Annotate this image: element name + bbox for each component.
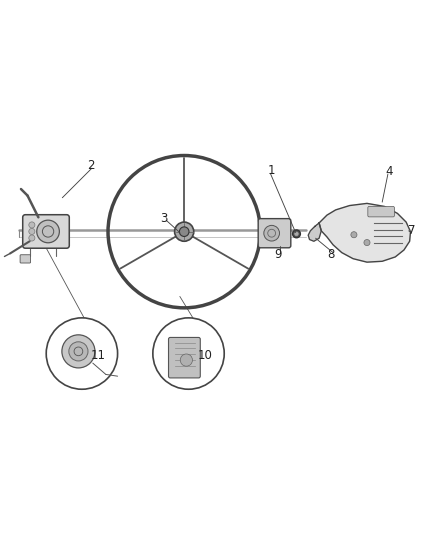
Circle shape [351,232,357,238]
Circle shape [29,229,35,235]
Text: 7: 7 [408,224,415,237]
Text: 4: 4 [386,165,393,178]
Circle shape [29,235,35,241]
Circle shape [29,222,35,228]
FancyBboxPatch shape [23,215,69,248]
Text: 8: 8 [328,248,335,261]
Circle shape [62,335,95,368]
Polygon shape [319,204,410,262]
FancyBboxPatch shape [258,219,291,248]
FancyBboxPatch shape [169,337,200,378]
Circle shape [264,225,279,241]
Circle shape [295,232,298,236]
FancyBboxPatch shape [368,206,394,217]
Text: 3: 3 [160,212,167,225]
Text: 1: 1 [268,164,275,177]
Circle shape [180,354,192,366]
Text: 11: 11 [91,349,106,362]
Circle shape [180,227,189,237]
Circle shape [175,222,194,241]
Text: 2: 2 [87,159,94,172]
FancyBboxPatch shape [20,255,31,263]
Circle shape [69,342,88,361]
Circle shape [364,239,370,246]
Circle shape [37,220,60,243]
Text: 10: 10 [198,349,212,362]
Text: 9: 9 [275,248,282,261]
Polygon shape [308,223,321,241]
Circle shape [293,230,300,238]
